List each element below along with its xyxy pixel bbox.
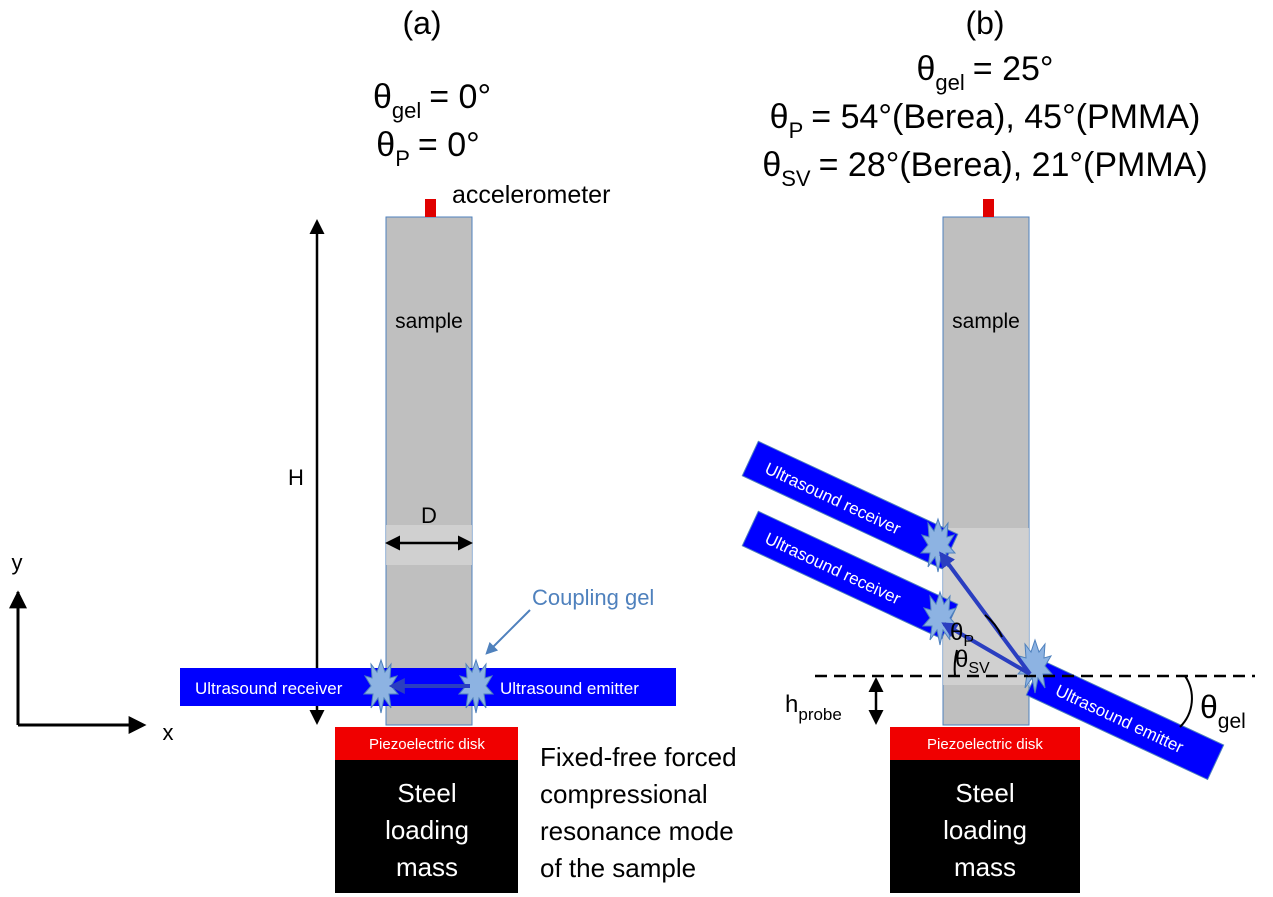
piezo-label: Piezoelectric disk <box>369 736 485 753</box>
mass-label: Steel <box>955 778 1014 808</box>
equation: θgel= 0° <box>373 78 491 123</box>
mass-label: Steel <box>397 778 456 808</box>
emitter-label: Ultrasound emitter <box>500 679 639 698</box>
accelerometer-block <box>425 199 436 217</box>
caption-line: resonance mode <box>540 816 734 846</box>
panel-b: (b) θgel= 25° θP= 54°(Berea), 45°(PMMA) … <box>742 5 1255 893</box>
band <box>386 525 472 565</box>
equation: θP= 54°(Berea), 45°(PMMA) <box>770 98 1201 143</box>
sample-label: sample <box>952 310 1020 333</box>
sample-label: sample <box>395 310 463 333</box>
axes <box>18 592 143 725</box>
receiver-label: Ultrasound receiver <box>195 679 343 698</box>
angle-gel-label: θgel <box>1200 689 1246 733</box>
diagram: (a) θgel= 0° θP= 0° accelerometer sample… <box>0 0 1273 897</box>
panel-label: (a) <box>402 5 441 41</box>
mass-label: mass <box>396 852 458 882</box>
pointer <box>487 610 530 653</box>
caption-line: compressional <box>540 779 708 809</box>
angle-arc <box>1180 676 1192 727</box>
panel-a: (a) θgel= 0° θP= 0° accelerometer sample… <box>12 5 737 893</box>
piezo-label: Piezoelectric disk <box>927 736 1043 753</box>
caption-line: of the sample <box>540 853 696 883</box>
mass-label: mass <box>954 852 1016 882</box>
axis-x-label: x <box>163 720 174 745</box>
height-label: H <box>288 465 304 490</box>
equation: θSV= 28°(Berea), 21°(PMMA) <box>762 146 1207 191</box>
panel-label: (b) <box>965 5 1004 41</box>
diameter-label: D <box>421 503 437 528</box>
accelerometer-block <box>983 199 994 217</box>
mass-label: loading <box>943 815 1027 845</box>
caption-line: Fixed-free forced <box>540 742 737 772</box>
accelerometer-label: accelerometer <box>452 181 610 209</box>
sample-rod <box>386 217 472 725</box>
mass-label: loading <box>385 815 469 845</box>
equation: θgel= 25° <box>917 50 1054 95</box>
equation: θP= 0° <box>376 126 479 171</box>
coupling-gel-label: Coupling gel <box>532 585 654 610</box>
probe-height-label: hprobe <box>785 691 842 724</box>
axis-y-label: y <box>12 550 23 575</box>
